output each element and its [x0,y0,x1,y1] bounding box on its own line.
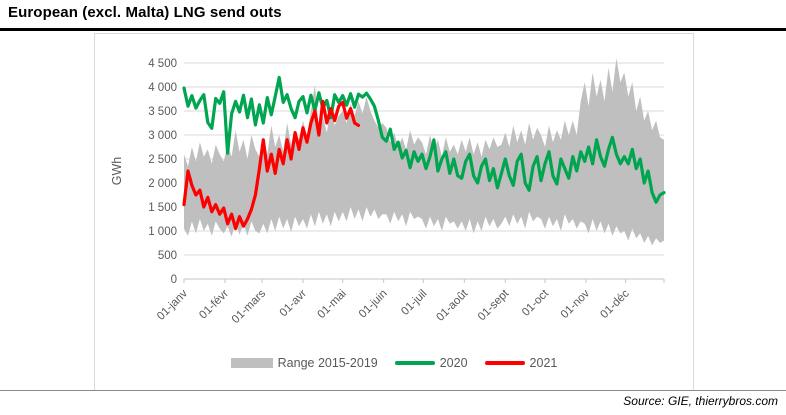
lng-sendouts-chart: 0 500 1 000 1 500 2 000 2 500 3 000 3 500 4 000 4… [110,58,666,326]
svg-text:01-mars: 01-mars [230,287,268,325]
svg-text:1 500: 1 500 [148,202,177,214]
line-2021-swatch [484,361,525,365]
line-2020-swatch [394,361,435,365]
svg-text:01-juil: 01-juil [399,288,429,318]
svg-text:4 000: 4 000 [148,82,177,94]
svg-text:01-févr: 01-févr [197,288,231,322]
legend-label-2021: 2021 [529,356,558,370]
page-title: European (excl. Malta) LNG send outs [8,4,282,21]
svg-text:2 000: 2 000 [148,178,177,190]
svg-text:01-août: 01-août [434,287,471,324]
svg-text:500: 500 [158,250,177,262]
svg-text:1 000: 1 000 [148,226,177,238]
source-attribution: Source: GIE, thierrybros.com [623,394,778,408]
svg-text:01-mai: 01-mai [315,288,348,321]
range-band-swatch [230,358,273,368]
y-axis-title: GWh [110,157,124,186]
legend-item-2021: 2021 [484,356,558,370]
chart-legend: Range 2015-2019 2020 2021 [95,354,693,372]
legend-label-2020: 2020 [439,356,468,370]
svg-text:01-oct: 01-oct [520,287,552,319]
svg-text:01-nov: 01-nov [559,287,593,321]
svg-text:3 000: 3 000 [148,130,177,142]
title-divider [0,28,786,31]
legend-item-2020: 2020 [394,356,468,370]
legend-label-range: Range 2015-2019 [277,356,378,370]
svg-text:0: 0 [171,274,177,286]
svg-text:4 500: 4 500 [148,58,177,70]
chart-area: 0 500 1 000 1 500 2 000 2 500 3 000 3 500 4 000 4… [94,33,694,390]
svg-text:01-déc: 01-déc [598,287,632,321]
svg-text:01-janv: 01-janv [155,287,190,322]
footer-divider [0,390,786,391]
svg-text:2 500: 2 500 [148,154,177,166]
svg-text:01-sept: 01-sept [476,287,512,323]
svg-text:3 500: 3 500 [148,106,177,118]
svg-text:01-avr: 01-avr [278,288,310,320]
legend-item-range: Range 2015-2019 [230,356,378,370]
svg-text:01-juin: 01-juin [357,288,390,321]
